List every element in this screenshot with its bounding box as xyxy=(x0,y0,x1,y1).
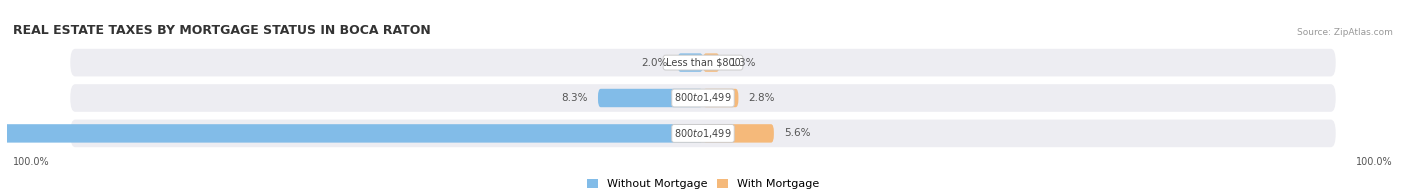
Text: 2.8%: 2.8% xyxy=(748,93,775,103)
Text: 8.3%: 8.3% xyxy=(561,93,588,103)
FancyBboxPatch shape xyxy=(70,49,1336,76)
FancyBboxPatch shape xyxy=(598,89,703,107)
Text: REAL ESTATE TAXES BY MORTGAGE STATUS IN BOCA RATON: REAL ESTATE TAXES BY MORTGAGE STATUS IN … xyxy=(14,24,432,37)
Legend: Without Mortgage, With Mortgage: Without Mortgage, With Mortgage xyxy=(588,179,818,189)
Text: 100.0%: 100.0% xyxy=(1355,157,1392,167)
Text: $800 to $1,499: $800 to $1,499 xyxy=(675,92,731,104)
Text: 2.0%: 2.0% xyxy=(641,58,668,68)
FancyBboxPatch shape xyxy=(70,120,1336,147)
FancyBboxPatch shape xyxy=(703,53,720,72)
Text: 1.3%: 1.3% xyxy=(730,58,756,68)
Text: Less than $800: Less than $800 xyxy=(665,58,741,68)
Text: Source: ZipAtlas.com: Source: ZipAtlas.com xyxy=(1296,28,1392,37)
Text: $800 to $1,499: $800 to $1,499 xyxy=(675,127,731,140)
FancyBboxPatch shape xyxy=(0,124,703,143)
FancyBboxPatch shape xyxy=(703,124,773,143)
FancyBboxPatch shape xyxy=(70,84,1336,112)
Text: 100.0%: 100.0% xyxy=(14,157,51,167)
Text: 5.6%: 5.6% xyxy=(785,128,810,138)
FancyBboxPatch shape xyxy=(678,53,703,72)
FancyBboxPatch shape xyxy=(703,89,738,107)
